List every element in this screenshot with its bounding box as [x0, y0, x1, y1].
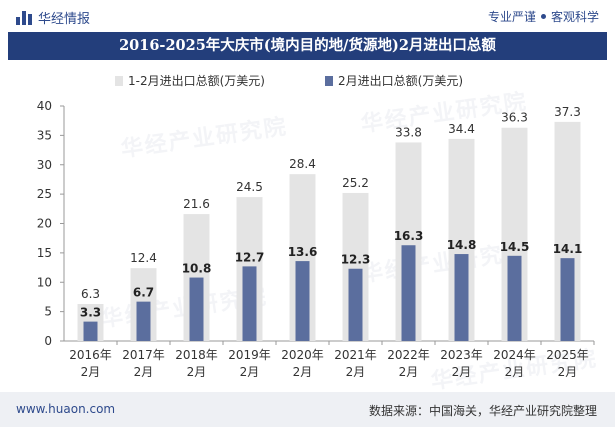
data-label-total: 12.4 [130, 251, 157, 265]
x-tick-label: 2020年 [281, 348, 324, 362]
bar-feb [401, 245, 416, 341]
x-tick-label: 2月 [240, 365, 260, 379]
dot-separator-icon [540, 14, 546, 19]
slogan-right: 客观科学 [550, 10, 599, 24]
x-tick-label: 2025年 [546, 348, 589, 362]
footer-source: 数据来源：中国海关，华经产业研究院整理 [368, 404, 597, 418]
x-tick-label: 2月 [399, 365, 419, 379]
x-tick-label: 2022年 [387, 348, 430, 362]
y-tick-label: 40 [37, 99, 52, 113]
x-tick-label: 2016年 [69, 348, 112, 362]
bar-feb [560, 258, 575, 341]
y-tick-label: 30 [37, 158, 52, 172]
data-label-total: 24.5 [236, 180, 263, 194]
y-tick-label: 0 [44, 334, 52, 348]
bar-feb [136, 301, 151, 341]
bar-feb [348, 268, 363, 341]
footer-url[interactable]: www.huaon.com [16, 402, 116, 416]
data-label-total: 37.3 [554, 105, 581, 119]
y-tick-label: 25 [37, 187, 52, 201]
bar-feb [242, 266, 257, 341]
legend-swatch [325, 76, 333, 86]
x-tick-label: 2月 [187, 365, 207, 379]
x-tick-label: 2019年 [228, 348, 271, 362]
bar-feb [83, 321, 98, 341]
data-label-feb: 14.1 [553, 242, 583, 256]
y-tick-label: 20 [37, 217, 52, 231]
bar-feb [295, 261, 310, 341]
slogan: 专业严谨 客观科学 [488, 8, 599, 25]
slogan-left: 专业严谨 [487, 10, 536, 24]
top-bar: 华经情报 专业严谨 客观科学 [0, 0, 615, 32]
data-label-feb: 12.7 [235, 250, 265, 264]
footer: www.huaon.com 数据来源：中国海关，华经产业研究院整理 [0, 392, 615, 427]
x-tick-label: 2023年 [440, 348, 483, 362]
y-tick-label: 5 [44, 305, 52, 319]
data-label-feb: 14.5 [500, 240, 530, 254]
chart-title: 2016-2025年大庆市(境内目的地/货源地)2月进出口总额 [8, 32, 607, 60]
data-label-total: 25.2 [342, 176, 369, 190]
legend-label: 2月进出口总额(万美元) [338, 74, 463, 88]
data-label-feb: 14.8 [447, 238, 477, 252]
x-tick-label: 2月 [81, 365, 101, 379]
data-label-feb: 13.6 [288, 245, 318, 259]
logo-text: 华经情报 [38, 12, 91, 27]
y-tick-label: 15 [37, 246, 52, 260]
y-tick-label: 10 [37, 275, 52, 289]
x-tick-label: 2017年 [122, 348, 165, 362]
x-tick-label: 2月 [452, 365, 472, 379]
x-tick-label: 2018年 [175, 348, 218, 362]
data-label-feb: 6.7 [133, 286, 154, 300]
data-label-feb: 10.8 [182, 262, 212, 276]
bar-feb [189, 277, 204, 341]
data-label-total: 33.8 [395, 125, 422, 139]
bar-feb [454, 254, 469, 341]
bar-chart: 1-2月进出口总额(万美元) 2月进出口总额(万美元) 0 5 10 15 20 25 30 35… [37, 74, 595, 379]
logo-bars-icon [16, 10, 32, 25]
logo: 华经情报 [16, 8, 90, 27]
data-label-total: 28.4 [289, 157, 316, 171]
data-label-feb: 3.3 [80, 306, 101, 320]
data-label-feb: 16.3 [394, 229, 424, 243]
data-label-total: 21.6 [183, 197, 210, 211]
x-tick-label: 2021年 [334, 348, 377, 362]
x-tick-label: 2月 [558, 365, 578, 379]
data-label-total: 34.4 [448, 122, 475, 136]
x-tick-label: 2024年 [493, 348, 536, 362]
x-tick-label: 2月 [346, 365, 366, 379]
x-tick-label: 2月 [293, 365, 313, 379]
legend-label: 1-2月进出口总额(万美元) [128, 74, 265, 88]
data-label-feb: 12.3 [341, 253, 371, 267]
y-tick-label: 35 [37, 128, 52, 142]
x-tick-label: 2月 [505, 365, 525, 379]
bar-feb [507, 255, 522, 341]
legend-swatch [115, 76, 123, 86]
data-label-total: 36.3 [501, 111, 528, 125]
data-label-total: 6.3 [81, 287, 100, 301]
x-tick-label: 2月 [134, 365, 154, 379]
